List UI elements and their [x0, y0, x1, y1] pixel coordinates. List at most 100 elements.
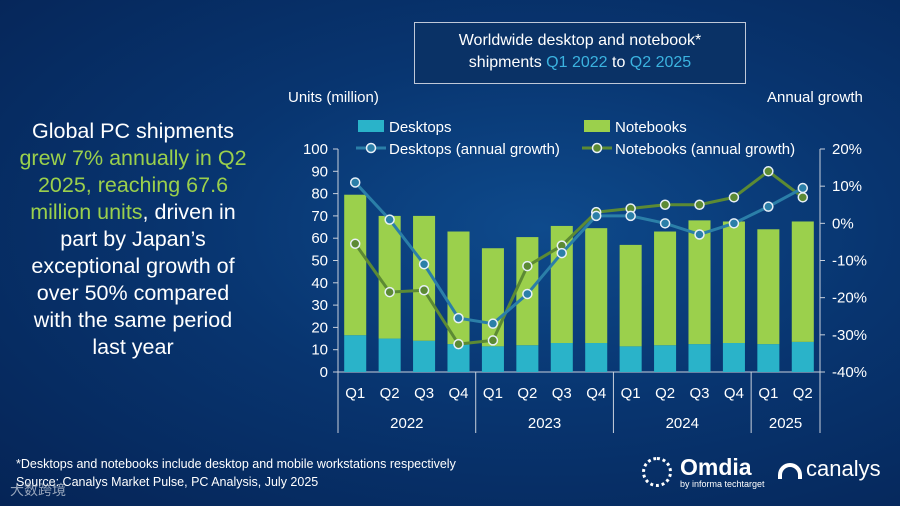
notebooks-growth-point	[349, 238, 361, 250]
y-left-tick-label: 80	[311, 186, 328, 203]
title-end-quarter: Q2 2025	[629, 54, 692, 71]
desktops-growth-point	[590, 210, 602, 222]
bar-notebooks	[585, 228, 608, 344]
bar-notebooks	[378, 215, 401, 339]
notebooks-growth-line	[353, 169, 804, 346]
bar-notebooks	[481, 248, 504, 347]
y-right-tick-label: -40%	[832, 364, 867, 381]
notebooks-growth-point	[728, 192, 740, 203]
x-tick-label: Q1	[758, 385, 778, 402]
x-tick-label: Q4	[448, 385, 468, 402]
x-tick-label: Q2	[655, 385, 675, 402]
desktops-growth-point	[522, 288, 533, 300]
y-right-tick-label: -20%	[832, 290, 867, 307]
bar-notebooks	[757, 229, 780, 345]
y-left-tick-label: 90	[311, 163, 328, 180]
bar-notebooks	[654, 231, 677, 346]
y-left-tick-label: 70	[311, 208, 328, 225]
footnote-definition: *Desktops and notebooks include desktop …	[16, 457, 456, 471]
bar-desktops	[619, 346, 642, 372]
notebooks-growth-point	[384, 286, 395, 298]
x-tick-label: Q4	[586, 385, 606, 402]
x-tick-label: Q4	[724, 385, 744, 402]
watermark: 大数跨境	[10, 482, 66, 498]
y-left-tick-label: 100	[303, 141, 328, 158]
legend-notebook-growth-label: Notebooks (annual growth)	[615, 141, 795, 158]
legend-desktops-swatch	[358, 120, 384, 132]
bar-desktops	[481, 346, 504, 372]
title-start-quarter: Q1 2022	[546, 54, 608, 71]
desktops-growth-point	[556, 247, 568, 259]
year-label: 2024	[666, 415, 699, 432]
y-left-tick-label: 40	[311, 275, 328, 292]
legend-desktops-label: Desktops	[389, 119, 452, 136]
bar-desktops	[447, 344, 470, 372]
x-tick-label: Q2	[793, 385, 813, 402]
desktops-growth-point	[625, 210, 636, 222]
bar-notebooks	[619, 244, 642, 347]
bar-desktops	[654, 345, 677, 372]
legend-notebooks-label: Notebooks	[615, 119, 687, 136]
legend-desktop-growth-marker	[365, 142, 377, 154]
notebooks-growth-point	[694, 199, 705, 210]
y-axis-right-title: Annual growth	[767, 89, 863, 106]
x-tick-label: Q1	[483, 385, 503, 402]
bar-desktops	[413, 340, 436, 372]
desktops-growth-point	[349, 177, 361, 188]
notebooks-growth-point	[453, 338, 464, 350]
year-label: 2023	[528, 415, 561, 432]
headline-part1: Global PC shipments	[32, 119, 234, 143]
footnote-source: Source: Canalys Market Pulse, PC Analysi…	[16, 475, 319, 489]
bar-desktops	[688, 344, 711, 372]
desktops-growth-point	[487, 318, 499, 329]
desktops-growth-line	[354, 181, 804, 326]
y-left-tick-label: 50	[311, 253, 328, 270]
desktops-growth-point	[728, 218, 740, 229]
headline-text: Global PC shipments grew 7% annually in …	[18, 118, 248, 361]
chart-title-line1: Worldwide desktop and notebook*	[458, 32, 702, 49]
chart-title-line2: shipments Q1 2022 to Q2 2025	[415, 52, 745, 74]
x-tick-label: Q2	[517, 385, 537, 402]
desktops-growth-point	[694, 229, 705, 240]
desktops-growth-point	[384, 214, 395, 225]
year-label: 2025	[769, 415, 802, 432]
legend-desktop-growth-label: Desktops (annual growth)	[389, 141, 560, 158]
x-tick-label: Q3	[689, 385, 709, 402]
legend-notebook-growth-marker	[591, 142, 603, 154]
desktops-growth-point	[453, 312, 464, 324]
desktops-growth-point	[763, 201, 774, 212]
bar-desktops	[516, 345, 539, 372]
y-left-tick-label: 60	[311, 230, 328, 247]
x-tick-label: Q3	[414, 385, 434, 402]
bar-notebooks	[722, 221, 745, 344]
x-tick-label: Q3	[552, 385, 572, 402]
bar-desktops	[344, 335, 367, 372]
bar-desktops	[378, 338, 401, 372]
y-right-tick-label: -10%	[832, 253, 867, 270]
omdia-logo-text: Omdia	[680, 454, 752, 480]
notebooks-growth-point	[797, 192, 809, 203]
bar-desktops	[722, 343, 745, 372]
y-left-tick-label: 30	[311, 297, 328, 314]
omdia-logo-subtext: by informa techtarget	[680, 479, 765, 489]
y-left-tick-label: 0	[320, 364, 328, 381]
legend-notebooks-swatch	[584, 120, 610, 132]
notebooks-growth-point	[418, 284, 430, 296]
y-right-tick-label: 10%	[832, 178, 862, 195]
notebooks-growth-point	[522, 260, 533, 272]
canalys-logo-text: canalys	[806, 456, 881, 481]
title-to-text: to	[607, 54, 630, 71]
y-right-tick-label: -30%	[832, 327, 867, 344]
headline-part3: , driven in part by Japan’s exceptional …	[31, 200, 236, 359]
year-label: 2022	[390, 415, 423, 432]
x-tick-label: Q1	[621, 385, 641, 402]
bar-notebooks	[688, 220, 711, 345]
y-right-tick-label: 20%	[832, 141, 862, 158]
x-tick-label: Q2	[380, 385, 400, 402]
canalys-logo-icon	[778, 463, 802, 479]
desktops-growth-point	[659, 218, 671, 229]
bar-notebooks	[791, 221, 814, 342]
bar-notebooks	[413, 215, 436, 341]
headline-highlight: grew 7% annually in Q2 2025, reaching 67…	[19, 146, 247, 224]
